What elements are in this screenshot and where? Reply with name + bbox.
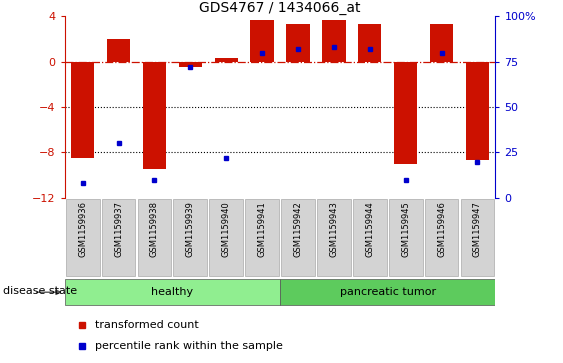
Text: GSM1159937: GSM1159937 [114,201,123,257]
FancyBboxPatch shape [209,199,243,276]
FancyBboxPatch shape [173,199,207,276]
Bar [143,62,166,170]
Bar [251,20,274,62]
FancyBboxPatch shape [102,199,136,276]
Text: GSM1159947: GSM1159947 [473,201,482,257]
FancyBboxPatch shape [389,199,423,276]
Bar [280,279,495,305]
Title: GDS4767 / 1434066_at: GDS4767 / 1434066_at [199,1,361,15]
Text: GSM1159938: GSM1159938 [150,201,159,257]
Text: GSM1159940: GSM1159940 [222,201,231,257]
Text: GSM1159942: GSM1159942 [293,201,302,257]
Bar [215,58,238,62]
Text: GSM1159943: GSM1159943 [329,201,338,257]
Bar [394,62,417,164]
Bar [65,279,280,305]
FancyBboxPatch shape [66,199,100,276]
Bar [430,24,453,62]
Bar [358,24,382,62]
Text: GSM1159945: GSM1159945 [401,201,410,257]
Bar [287,24,310,62]
Bar [322,20,346,62]
Bar [71,62,95,158]
Text: GSM1159941: GSM1159941 [258,201,267,257]
FancyBboxPatch shape [425,199,458,276]
FancyBboxPatch shape [461,199,494,276]
Bar [466,62,489,160]
Text: pancreatic tumor: pancreatic tumor [339,287,436,297]
FancyBboxPatch shape [317,199,351,276]
Text: GSM1159946: GSM1159946 [437,201,446,257]
Text: GSM1159936: GSM1159936 [78,201,87,257]
Text: GSM1159944: GSM1159944 [365,201,374,257]
FancyBboxPatch shape [353,199,387,276]
Text: disease state: disease state [3,286,77,296]
Bar [107,39,130,62]
Text: healthy: healthy [151,287,194,297]
FancyBboxPatch shape [281,199,315,276]
FancyBboxPatch shape [137,199,171,276]
FancyBboxPatch shape [245,199,279,276]
Bar [178,62,202,68]
Text: transformed count: transformed count [95,321,199,330]
Text: percentile rank within the sample: percentile rank within the sample [95,341,283,351]
Text: GSM1159939: GSM1159939 [186,201,195,257]
